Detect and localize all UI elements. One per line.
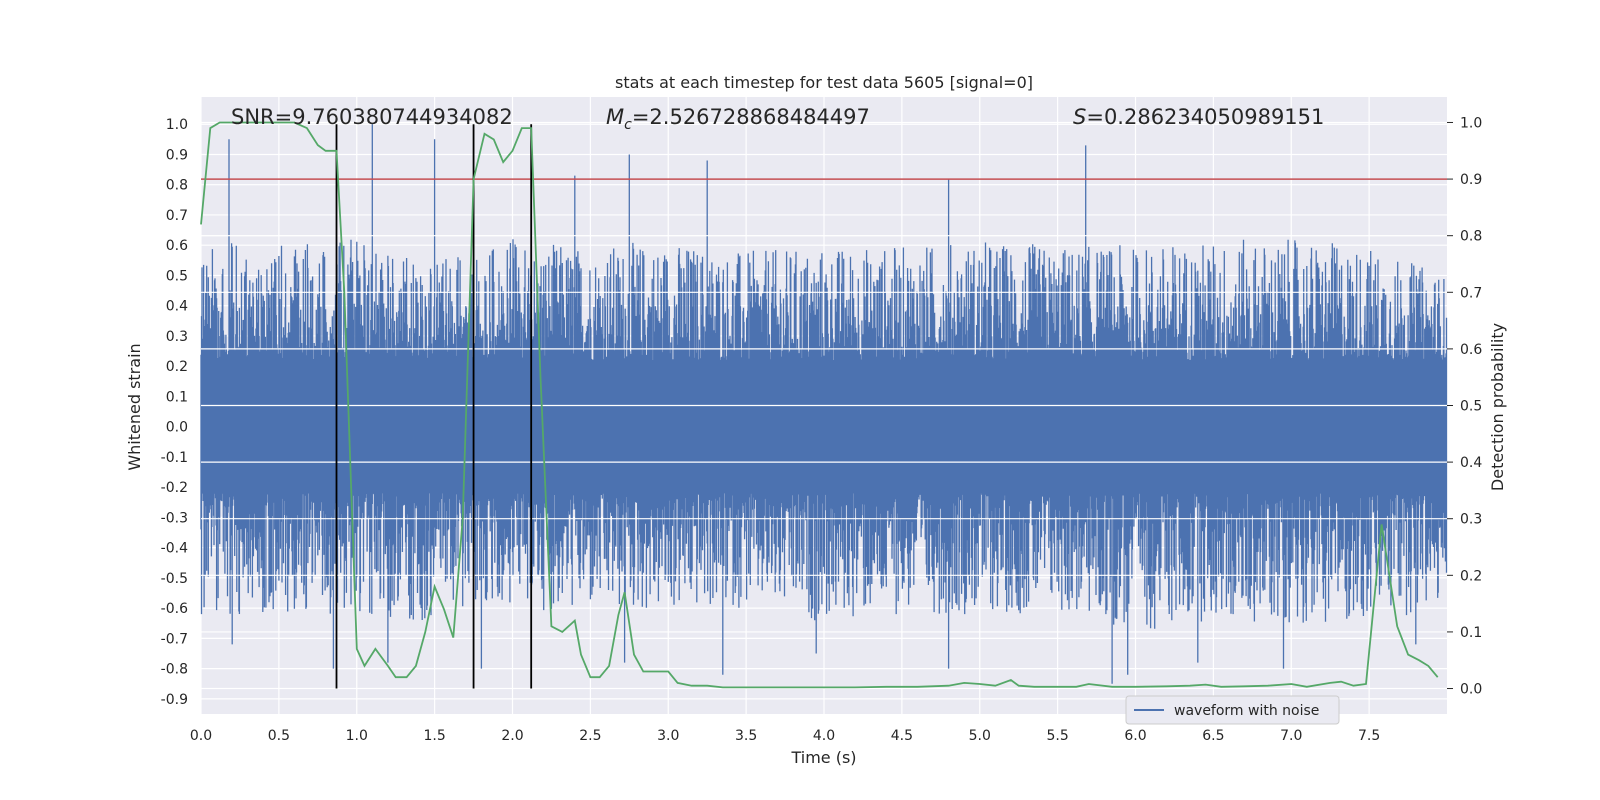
chirp-mass-subscript: c xyxy=(624,117,632,133)
y-tick-label: -0.9 xyxy=(161,692,188,708)
chirp-mass-annotation: Mc=2.526728868484497 xyxy=(606,105,870,133)
x-tick-label: 0.0 xyxy=(190,728,212,744)
y-tick-label: 0.6 xyxy=(166,238,188,254)
x-tick-label: 3.5 xyxy=(735,728,757,744)
x-tick-label: 4.5 xyxy=(891,728,913,744)
right-y-tick-label: 0.3 xyxy=(1460,512,1482,528)
y-tick-label: 0.1 xyxy=(166,389,188,405)
right-y-tick-label: 0.0 xyxy=(1460,682,1482,698)
x-tick-label: 4.0 xyxy=(813,728,835,744)
y-tick-label: 0.9 xyxy=(166,147,188,163)
y-tick-label: -0.6 xyxy=(161,601,188,617)
y-tick-label: -0.7 xyxy=(161,631,188,647)
chart-title: stats at each timestep for test data 560… xyxy=(615,73,1033,92)
x-tick-label: 1.0 xyxy=(346,728,368,744)
right-y-tick-label: 1.0 xyxy=(1460,115,1482,131)
y-tick-label: 0.7 xyxy=(166,208,188,224)
y-tick-label: 0.3 xyxy=(166,329,188,345)
right-y-tick-label: 0.8 xyxy=(1460,229,1482,245)
legend-label-waveform: waveform with noise xyxy=(1174,703,1319,719)
x-axis-label: Time (s) xyxy=(790,748,856,767)
x-tick-label: 2.5 xyxy=(579,728,601,744)
y-axis-label: Whitened strain xyxy=(125,343,144,470)
y-tick-label: -0.1 xyxy=(161,450,188,466)
right-y-tick-label: 0.7 xyxy=(1460,285,1482,301)
s-value: =0.286234050989151 xyxy=(1086,105,1324,129)
y-tick-label: 0.5 xyxy=(166,268,188,284)
right-y-tick-label: 0.2 xyxy=(1460,568,1482,584)
legend-box xyxy=(1125,695,1340,725)
y-tick-label: 0.0 xyxy=(166,420,188,436)
right-y-tick-label: 0.9 xyxy=(1460,172,1482,188)
x-tick-label: 2.0 xyxy=(501,728,523,744)
waveform-dense-band xyxy=(201,360,1447,494)
y-tick-label: -0.4 xyxy=(161,541,188,557)
x-tick-label: 5.5 xyxy=(1046,728,1068,744)
y-tick-label: -0.8 xyxy=(161,662,188,678)
detection-probability-line xyxy=(200,121,1439,689)
y-tick-label: -0.2 xyxy=(161,480,188,496)
x-tick-label: 0.5 xyxy=(268,728,290,744)
chirp-mass-symbol: M xyxy=(606,105,624,129)
right-y-tick-label: 0.6 xyxy=(1460,342,1482,358)
right-y-tick-label: 0.4 xyxy=(1460,455,1482,471)
right-y-axis-label: Detection probability xyxy=(1488,323,1507,491)
y-tick-label: 1.0 xyxy=(166,117,188,133)
x-tick-label: 7.5 xyxy=(1358,728,1380,744)
waveform-series xyxy=(200,124,1448,684)
s-symbol: S xyxy=(1073,105,1086,129)
x-tick-label: 6.5 xyxy=(1202,728,1224,744)
legend: waveform with noise xyxy=(1125,695,1340,725)
x-tick-label: 3.0 xyxy=(657,728,679,744)
y-tick-label: 0.4 xyxy=(166,299,188,315)
y-tick-label: 0.2 xyxy=(166,359,188,375)
y-tick-label: -0.3 xyxy=(161,510,188,526)
x-tick-label: 6.0 xyxy=(1124,728,1146,744)
chirp-mass-value: =2.526728868484497 xyxy=(632,105,870,129)
y-tick-label: -0.5 xyxy=(161,571,188,587)
right-y-tick-label: 0.1 xyxy=(1460,625,1482,641)
x-tick-label: 5.0 xyxy=(969,728,991,744)
y-tick-label: 0.8 xyxy=(166,178,188,194)
x-tick-label: 7.0 xyxy=(1280,728,1302,744)
x-tick-label: 1.5 xyxy=(423,728,445,744)
right-y-tick-label: 0.5 xyxy=(1460,399,1482,415)
s-annotation: S=0.286234050989151 xyxy=(1073,105,1324,129)
snr-annotation: SNR=9.760380744934082 xyxy=(231,105,513,129)
